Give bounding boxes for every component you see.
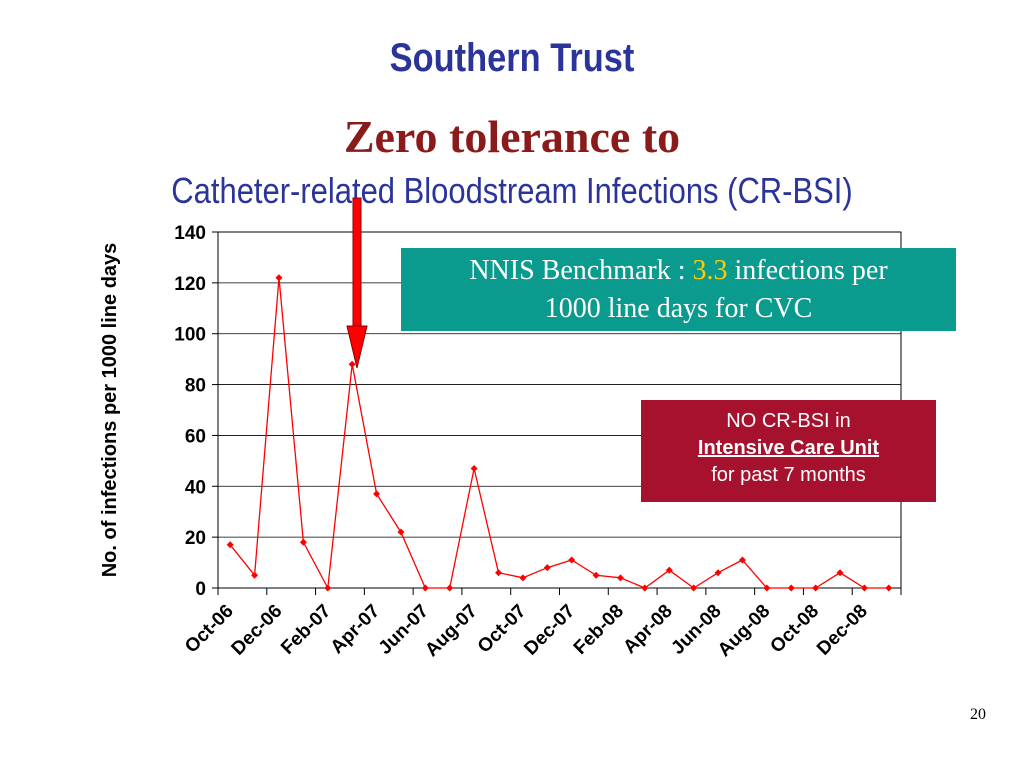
- data-point: [470, 464, 478, 472]
- data-point: [299, 538, 307, 546]
- data-point: [738, 556, 746, 564]
- x-tick-label: Apr-08: [619, 601, 676, 658]
- nnis-suffix: infections per: [727, 255, 888, 286]
- x-tick-label: Feb-07: [277, 601, 335, 659]
- data-point: [568, 556, 576, 564]
- icu-line-3: for past 7 months: [711, 464, 866, 486]
- y-tick-label: 100: [174, 325, 206, 346]
- data-point: [592, 571, 600, 579]
- data-point: [397, 528, 405, 536]
- y-tick-label: 80: [185, 376, 206, 397]
- data-point: [714, 569, 722, 577]
- y-tick-label: 40: [185, 477, 206, 498]
- data-point: [373, 490, 381, 498]
- nnis-line-1: NNIS Benchmark : 3.3 infections per: [401, 252, 956, 290]
- data-point: [348, 360, 356, 368]
- series-line: [229, 277, 889, 591]
- data-point: [836, 569, 844, 577]
- data-point: [885, 584, 893, 592]
- x-tick-label: Oct-06: [181, 601, 238, 658]
- arrow: [346, 197, 368, 369]
- data-point: [495, 569, 503, 577]
- slide-subtitle: Zero tolerance to: [343, 111, 681, 162]
- x-tick-label: Aug-08: [714, 601, 774, 661]
- data-point: [519, 574, 527, 582]
- data-point: [324, 584, 332, 592]
- data-point: [275, 274, 283, 282]
- y-tick-label: 120: [174, 274, 206, 295]
- x-tick-label: Apr-07: [327, 601, 384, 658]
- y-tick-label: 60: [185, 426, 206, 447]
- data-point: [763, 584, 771, 592]
- data-point: [690, 584, 698, 592]
- icu-callout-box: NO CR-BSI in Intensive Care Unit for pas…: [641, 400, 936, 502]
- x-tick-label: Oct-07: [474, 601, 531, 658]
- x-axis-ticks: Oct-06Dec-06Feb-07Apr-07Jun-07Aug-07Oct-…: [181, 588, 902, 661]
- data-point: [860, 584, 868, 592]
- nnis-benchmark-box: NNIS Benchmark : 3.3 infections per 1000…: [401, 248, 956, 331]
- series-points: [226, 274, 893, 592]
- x-tick-label: Dec-07: [520, 601, 579, 660]
- x-tick-label: Dec-06: [228, 601, 287, 660]
- slide-subtitle-2: Catheter-related Bloodstream Infections …: [171, 170, 853, 211]
- data-point: [665, 566, 673, 574]
- y-axis-label: No. of infections per 1000 line days: [99, 243, 121, 578]
- data-point: [226, 541, 234, 549]
- page-number: 20: [970, 706, 986, 723]
- nnis-value: 3.3: [692, 255, 728, 286]
- data-point: [446, 584, 454, 592]
- x-tick-label: Feb-08: [570, 601, 628, 659]
- nnis-line-2: 1000 line days for CVC: [544, 293, 813, 324]
- data-point: [616, 574, 624, 582]
- x-tick-label: Aug-07: [421, 601, 481, 661]
- nnis-prefix: NNIS Benchmark :: [469, 255, 693, 286]
- data-point: [251, 571, 259, 579]
- data-point: [641, 584, 649, 592]
- icu-line-1: NO CR-BSI in: [726, 410, 851, 432]
- x-tick-label: Dec-08: [813, 601, 872, 660]
- x-tick-label: Oct-08: [766, 601, 823, 658]
- data-point: [812, 584, 820, 592]
- icu-line-2: Intensive Care Unit: [697, 437, 880, 459]
- y-tick-label: 0: [195, 579, 206, 600]
- data-point: [787, 584, 795, 592]
- y-tick-label: 140: [174, 223, 206, 244]
- data-point: [543, 564, 551, 572]
- slide-title: Southern Trust: [389, 36, 635, 80]
- data-point: [421, 584, 429, 592]
- y-tick-label: 20: [185, 528, 206, 549]
- y-axis-ticks: 0 20 40 60 80 100 120 140: [174, 223, 218, 600]
